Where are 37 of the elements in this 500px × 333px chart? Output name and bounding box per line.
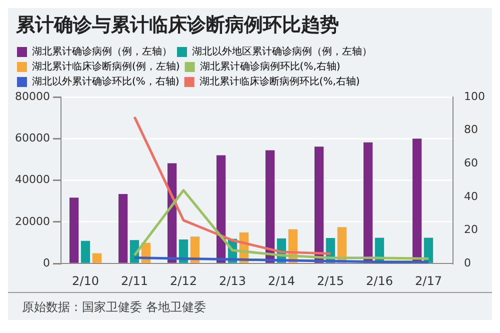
bar bbox=[314, 146, 324, 263]
legend-label: 湖北累计临床诊断病例环比(%,右轴) bbox=[199, 76, 360, 88]
text: 原始数据：国家卫健委 各地卫健委 bbox=[8, 292, 492, 316]
bar bbox=[412, 138, 422, 263]
y2-tick-label: 100 bbox=[464, 90, 486, 103]
bar bbox=[69, 198, 79, 263]
y2-tick-label: 20 bbox=[464, 223, 478, 236]
x-tick-label: 2/11 bbox=[121, 274, 148, 288]
bar bbox=[118, 194, 128, 263]
x-tick-label: 2/17 bbox=[415, 274, 442, 288]
y-tick-label: 40000 bbox=[14, 173, 50, 186]
bar bbox=[92, 253, 102, 263]
y2-tick-label: 80 bbox=[464, 123, 478, 136]
legend-label: 湖北累计确诊病例（例，左轴） bbox=[32, 46, 172, 58]
x-tick-label: 2/14 bbox=[268, 274, 295, 288]
bar bbox=[363, 142, 373, 263]
x-tick-label: 2/12 bbox=[170, 274, 197, 288]
y-tick-label: 60000 bbox=[14, 132, 50, 145]
legend-label: 湖北累计临床诊断病例(例，左轴) bbox=[32, 60, 180, 73]
y2-tick-label: 40 bbox=[464, 190, 478, 203]
bar bbox=[216, 155, 226, 263]
x-tick-label: 2/10 bbox=[72, 274, 99, 288]
bar bbox=[265, 150, 275, 263]
bar bbox=[80, 240, 90, 263]
legend-label: 湖北以外累计确诊环比(%，右轴) bbox=[32, 76, 180, 88]
y-tick-label: 20000 bbox=[14, 214, 50, 228]
x-tick-label: 2/13 bbox=[219, 274, 246, 288]
x-tick-label: 2/15 bbox=[317, 274, 344, 288]
y-tick-label: 80000 bbox=[14, 90, 50, 103]
y2-tick-label: 60 bbox=[464, 156, 478, 170]
legend-label: 湖北累计确诊病例环比(%,右轴) bbox=[200, 60, 340, 73]
bar bbox=[190, 236, 200, 263]
x-tick-label: 2/16 bbox=[366, 274, 393, 288]
y2-tick-label: 0 bbox=[464, 256, 472, 270]
y-tick-label: 0 bbox=[42, 256, 50, 270]
chart-title: 累计确诊与累计临床诊断病例环比趋势 bbox=[15, 13, 340, 38]
legend-label: 湖北以外地区累计确诊病例（例，左轴） bbox=[192, 46, 372, 58]
